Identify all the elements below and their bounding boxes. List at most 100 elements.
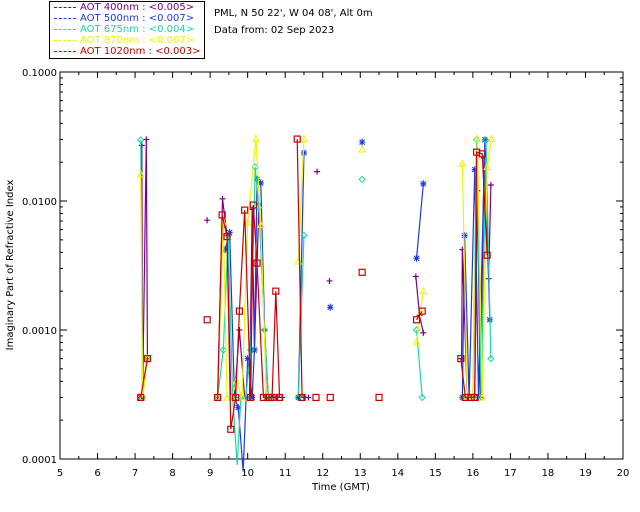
data-point xyxy=(253,259,261,267)
series-line xyxy=(415,183,424,259)
data-point xyxy=(255,203,263,212)
x-tick-label: 5 xyxy=(57,468,63,479)
legend: AOT 400nm : <0.005> AOT 500nm : <0.007> … xyxy=(49,1,205,59)
legend-label-500: AOT 500nm : <0.007> xyxy=(80,13,195,24)
data-point xyxy=(358,175,366,184)
data-point xyxy=(254,175,261,183)
data-point xyxy=(412,316,421,324)
data-point xyxy=(300,149,307,157)
data-point xyxy=(467,393,475,402)
data-point xyxy=(482,136,490,145)
data-point xyxy=(136,136,145,144)
legend-label-400: AOT 400nm : <0.005> xyxy=(80,2,195,13)
series-line xyxy=(217,138,268,399)
y-axis-label: Imaginary Part of Refractive Index xyxy=(5,180,16,351)
y-tick-label: 0.0010 xyxy=(22,326,57,337)
data-point xyxy=(312,393,320,402)
x-tick-label: 18 xyxy=(542,468,555,479)
data-point xyxy=(471,393,479,402)
data-point xyxy=(143,355,152,363)
data-point xyxy=(203,316,211,324)
y-tick-label: 0.1000 xyxy=(22,68,57,79)
data-point xyxy=(298,393,306,402)
legend-label-870: AOT 870nm : <0.007> xyxy=(80,35,195,46)
data-point xyxy=(241,206,249,214)
data-point xyxy=(300,134,308,143)
x-tick-label: 15 xyxy=(429,468,442,479)
data-point xyxy=(293,135,301,143)
data-point xyxy=(223,392,231,401)
data-point xyxy=(235,307,244,315)
data-point xyxy=(219,346,227,354)
data-point xyxy=(236,327,243,333)
data-point xyxy=(136,169,145,178)
x-tick-label: 13 xyxy=(354,468,367,479)
data-point xyxy=(473,134,482,142)
data-point xyxy=(257,179,264,187)
data-point xyxy=(249,201,257,209)
data-point xyxy=(471,166,478,174)
data-point xyxy=(227,425,235,433)
data-point xyxy=(300,231,308,240)
data-point xyxy=(327,303,334,311)
legend-item-500: AOT 500nm : <0.007> xyxy=(54,13,194,25)
data-point xyxy=(483,162,491,171)
data-point xyxy=(359,138,366,146)
data-point xyxy=(219,195,226,202)
data-point xyxy=(204,217,211,224)
data-point xyxy=(478,150,486,158)
data-point xyxy=(375,393,383,402)
data-point xyxy=(256,220,265,229)
series-line xyxy=(296,139,303,398)
data-point xyxy=(231,393,238,401)
data-point xyxy=(218,211,226,219)
series-line xyxy=(416,310,423,321)
data-point xyxy=(487,354,495,363)
data-point xyxy=(458,159,467,167)
data-point xyxy=(461,232,468,240)
legend-item-400: AOT 400nm : <0.005> xyxy=(54,2,194,14)
data-point xyxy=(412,273,419,280)
data-point xyxy=(487,182,494,189)
legend-label-675: AOT 675nm : <0.004> xyxy=(80,24,195,35)
x-tick-label: 12 xyxy=(316,468,329,479)
legend-label-1020: AOT 1020nm : <0.003> xyxy=(80,46,201,57)
legend-swatch-1020 xyxy=(54,50,76,52)
x-axis-label: Time (GMT) xyxy=(311,482,370,493)
axis-ticks: 5 6 7 8 9 10 11 12 13 14 15 16 17 18 19 20 0.0001 0.0010 0… xyxy=(22,68,629,479)
data-point xyxy=(418,307,426,315)
x-tick-label: 19 xyxy=(579,468,592,479)
data-point xyxy=(326,393,334,402)
x-tick-label: 9 xyxy=(207,468,213,479)
data-point xyxy=(419,286,428,295)
data-point xyxy=(235,404,242,412)
data-point xyxy=(478,392,487,401)
x-tick-label: 16 xyxy=(466,468,479,479)
data-point xyxy=(247,393,255,402)
legend-item-675: AOT 675nm : <0.004> xyxy=(54,24,194,36)
data-point xyxy=(223,232,231,241)
data-point xyxy=(244,355,251,363)
data-point xyxy=(249,393,256,401)
x-tick-label: 17 xyxy=(504,468,517,479)
data-point xyxy=(457,355,465,363)
x-tick-label: 10 xyxy=(241,468,254,479)
data-point xyxy=(222,246,229,254)
series-line xyxy=(140,174,149,398)
data-point xyxy=(326,277,333,284)
legend-swatch-870 xyxy=(54,39,76,41)
data-point xyxy=(138,142,145,149)
data-point xyxy=(412,337,421,346)
data-point xyxy=(214,393,222,402)
data-point xyxy=(413,254,420,262)
x-tick-label: 6 xyxy=(94,468,100,479)
x-tick-label: 7 xyxy=(132,468,138,479)
data-point xyxy=(252,134,260,142)
legend-swatch-400 xyxy=(54,6,76,8)
series-line xyxy=(415,276,424,333)
series-line xyxy=(460,151,488,399)
series-3 xyxy=(136,134,496,401)
series-4 xyxy=(137,135,491,433)
data-point xyxy=(420,180,427,188)
